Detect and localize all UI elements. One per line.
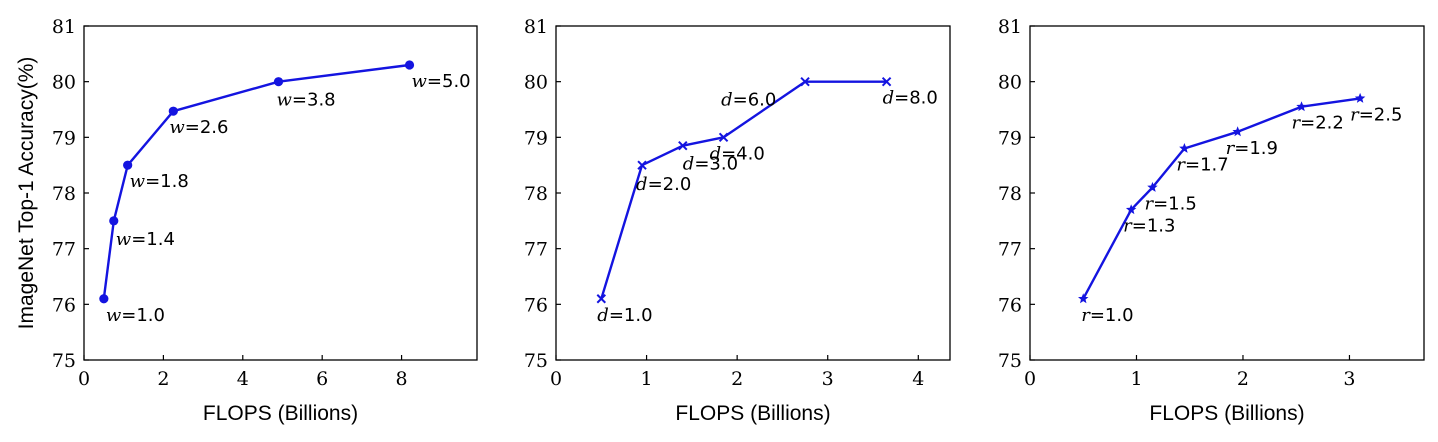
chart-panel-1: 75 76 77 78 79 80 81 0 2 4 6 8 FLOPS (Billions) Image… — [15, 16, 478, 425]
y-tick-label: 75 — [52, 350, 76, 372]
x-axis-title: FLOPS (Billions) — [675, 402, 830, 425]
point-label: r=1.9 — [1226, 138, 1278, 159]
data-point — [123, 160, 133, 170]
y-tick-label: 76 — [998, 294, 1022, 316]
y-tick-label: 78 — [524, 183, 548, 205]
point-label: d=8.0 — [883, 88, 938, 109]
y-tick-label: 79 — [524, 127, 548, 149]
x-tick-label: 2 — [731, 368, 743, 390]
x-axis-title: FLOPS (Billions) — [203, 402, 358, 425]
x-tick-label: 2 — [1237, 368, 1249, 390]
point-label: r=2.5 — [1350, 104, 1402, 125]
data-point — [1232, 126, 1243, 137]
point-label: d=4.0 — [710, 143, 765, 164]
x-tick-label: 3 — [1343, 368, 1355, 390]
chart-panel-3: 75 76 77 78 79 80 81 0 1 2 3 FLOPS (Billions) r=1.0 r… — [998, 16, 1425, 425]
data-point-stroke — [800, 76, 810, 87]
data-point — [596, 294, 606, 304]
data-point-stroke — [881, 76, 892, 87]
x-tick-label: 6 — [316, 368, 328, 390]
x-tick-label: 4 — [912, 368, 924, 390]
x-tick-label: 4 — [237, 368, 249, 390]
point-label: r=1.7 — [1176, 154, 1228, 175]
y-tick-label: 79 — [52, 127, 76, 149]
y-tick-label: 77 — [524, 239, 548, 261]
x-tick-label: 1 — [641, 368, 653, 390]
y-tick-label: 75 — [524, 350, 548, 372]
x-tick-label: 0 — [78, 368, 90, 390]
data-point — [1078, 293, 1089, 304]
x-tick-label: 0 — [550, 368, 562, 390]
data-point — [1147, 181, 1158, 192]
point-label: d=2.0 — [636, 174, 691, 195]
y-tick-label: 77 — [998, 239, 1022, 261]
point-label: d=1.0 — [597, 305, 652, 326]
point-label: w=2.6 — [169, 117, 228, 138]
x-tick-label: 1 — [1130, 368, 1142, 390]
x-axis-title: FLOPS (Billions) — [1149, 402, 1304, 425]
data-point-stroke — [596, 294, 606, 304]
data-point — [1179, 142, 1190, 153]
y-tick-label: 80 — [52, 72, 76, 94]
point-label: d=6.0 — [721, 90, 776, 111]
data-point — [99, 294, 109, 304]
data-point — [168, 106, 178, 116]
data-point — [1125, 204, 1137, 215]
y-tick-label: 79 — [998, 127, 1022, 149]
point-label: r=1.5 — [1144, 193, 1196, 214]
data-point — [1354, 92, 1366, 103]
data-point — [273, 77, 284, 87]
data-point — [678, 140, 688, 151]
data-point-stroke — [678, 140, 688, 151]
y-tick-label: 80 — [524, 72, 548, 94]
data-point — [637, 160, 647, 170]
point-label: d=3.0 — [683, 154, 738, 175]
point-label: w=1.0 — [106, 305, 165, 326]
series-line — [600, 80, 887, 300]
point-label: w=1.8 — [130, 171, 189, 192]
y-axis-title: ImageNet Top-1 Accuracy(%) — [15, 57, 38, 330]
point-label: r=1.3 — [1123, 216, 1175, 237]
y-tick-label: 76 — [524, 294, 548, 316]
y-tick-label: 81 — [52, 16, 76, 38]
point-label: r=2.2 — [1292, 113, 1344, 134]
point-label: r=1.0 — [1081, 305, 1133, 326]
data-point — [109, 216, 119, 226]
data-point — [1296, 101, 1307, 112]
y-tick-label: 75 — [998, 350, 1022, 372]
y-tick-label: 78 — [998, 183, 1022, 205]
y-tick-label: 76 — [52, 294, 76, 316]
point-label: w=1.4 — [116, 229, 175, 250]
data-point — [800, 76, 810, 87]
x-tick-label: 8 — [396, 368, 408, 390]
y-tick-label: 77 — [52, 239, 76, 261]
y-tick-label: 78 — [52, 183, 76, 205]
series-line — [102, 63, 410, 299]
y-tick-label: 81 — [524, 16, 548, 38]
data-point-stroke — [637, 160, 647, 170]
point-label: w=5.0 — [412, 71, 471, 92]
point-label: w=3.8 — [277, 90, 336, 111]
x-tick-label: 2 — [157, 368, 169, 390]
data-point-stroke — [718, 132, 729, 143]
data-point — [718, 132, 729, 143]
y-tick-label: 80 — [998, 72, 1022, 94]
x-tick-label: 0 — [1024, 368, 1036, 390]
x-tick-label: 3 — [822, 368, 834, 390]
data-point — [881, 76, 892, 87]
chart-panel-2: 75 76 77 78 79 80 81 0 1 2 3 4 FLOPS (Billions) d=1.0… — [524, 16, 951, 425]
y-tick-label: 81 — [998, 16, 1022, 38]
data-point — [404, 60, 415, 70]
